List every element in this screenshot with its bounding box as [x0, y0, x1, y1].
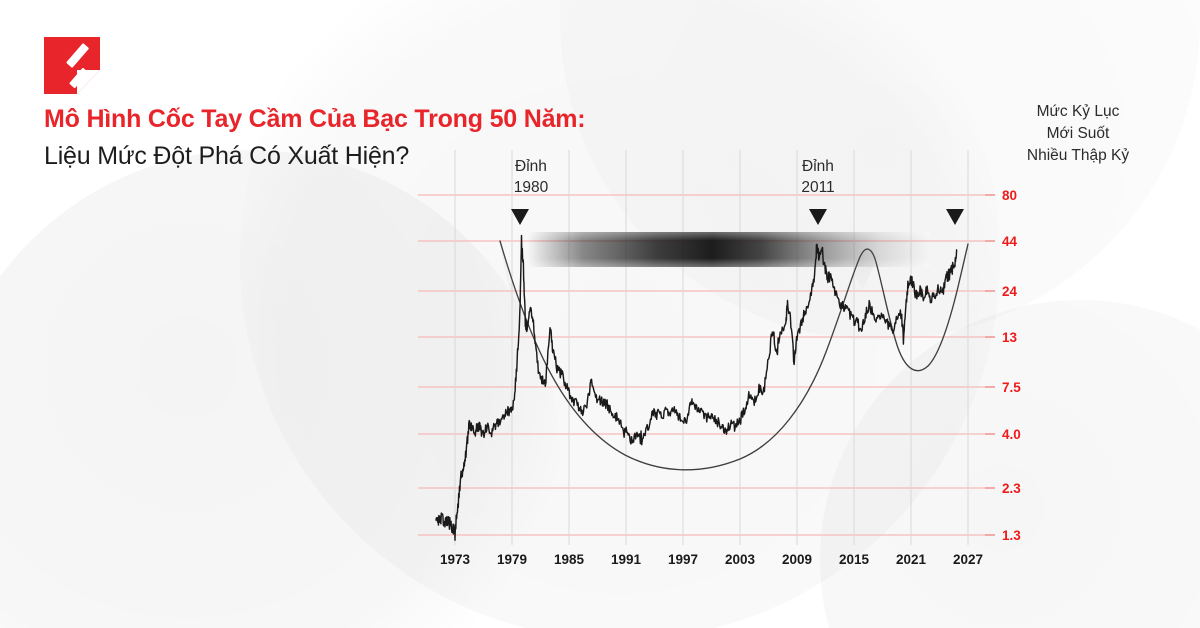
x-axis: 1973 1979 1985 1991 1997 2003 2009 2015 …	[440, 552, 983, 567]
peak-2011-year: 2011	[801, 179, 835, 196]
peak-2011-text: Đỉnh	[802, 158, 834, 175]
silver-price-line	[435, 234, 958, 541]
y-tick-label: 44	[1002, 234, 1018, 249]
triangle-down-marker-icon-record	[946, 209, 964, 225]
peak-1980-text: Đỉnh	[515, 158, 547, 175]
record-note-line-1: Mức Kỷ Lục	[1036, 103, 1120, 120]
x-tick-label: 2021	[896, 552, 927, 567]
y-tick-label: 80	[1002, 188, 1017, 203]
record-note-line-2: Mới Suốt	[1046, 125, 1110, 142]
pen-square-logo-icon[interactable]	[44, 37, 100, 94]
page-title: Mô Hình Cốc Tay Cầm Của Bạc Trong 50 Năm…	[44, 105, 586, 133]
x-tick-label: 2027	[953, 552, 983, 567]
headline-block: Mô Hình Cốc Tay Cầm Của Bạc Trong 50 Năm…	[44, 104, 684, 172]
peak-1980-year: 1980	[513, 179, 549, 196]
x-tick-label: 1973	[440, 552, 471, 567]
triangle-down-marker-icon-2011	[809, 209, 827, 225]
x-tick-label: 1979	[497, 552, 527, 567]
x-tick-label: 2003	[725, 552, 756, 567]
record-high-callout: Mức Kỷ Lục Mới Suốt Nhiều Thập Kỷ	[968, 101, 1188, 167]
x-tick-label: 1991	[611, 552, 642, 567]
cup-arm-shading	[500, 241, 540, 352]
page-subtitle: Liệu Mức Đột Phá Có Xuất Hiện?	[44, 142, 410, 170]
y-tick-label: 7.5	[1002, 380, 1021, 395]
x-tick-label: 1997	[668, 552, 698, 567]
x-tick-label: 2015	[839, 552, 870, 567]
y-axis: 80 44 24 13 7.5 4.0 2.3 1.3	[985, 188, 1021, 543]
record-note-line-3: Nhiều Thập Kỷ	[1026, 147, 1130, 164]
y-tick-label: 2.3	[1002, 481, 1021, 496]
cup-and-handle-curve	[499, 240, 969, 471]
triangle-down-marker-icon-1980	[511, 209, 529, 225]
y-tick-label: 1.3	[1002, 528, 1021, 543]
x-tick-label: 2009	[782, 552, 812, 567]
cup-right-shading	[826, 249, 876, 352]
y-tick-label: 24	[1002, 284, 1018, 299]
peak-2011-label: Đỉnh 2011	[763, 156, 873, 198]
y-tick-label: 13	[1002, 330, 1018, 345]
x-tick-label: 1985	[554, 552, 585, 567]
vertical-gridlines	[454, 150, 969, 545]
y-tick-label: 4.0	[1002, 427, 1021, 442]
peak-1980-label: Đỉnh 1980	[476, 156, 586, 198]
